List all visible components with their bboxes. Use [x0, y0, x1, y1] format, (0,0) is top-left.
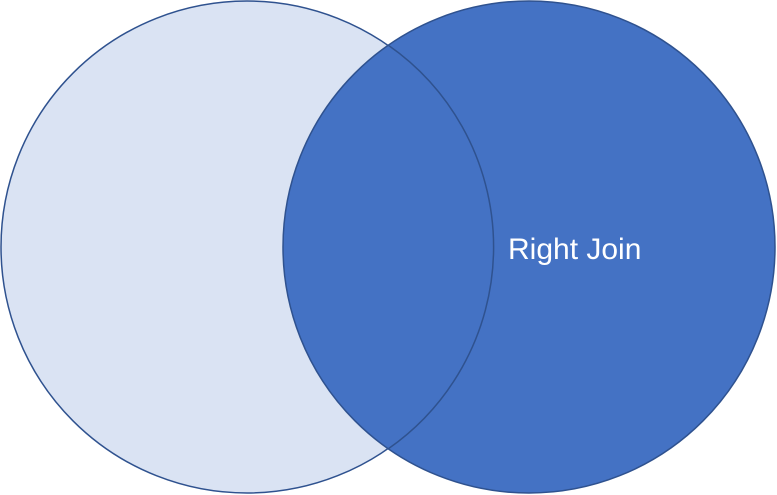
join-label: Right Join	[508, 233, 641, 266]
left-set-inner-outline	[387, 44, 495, 450]
right-set-circle	[282, 0, 776, 494]
